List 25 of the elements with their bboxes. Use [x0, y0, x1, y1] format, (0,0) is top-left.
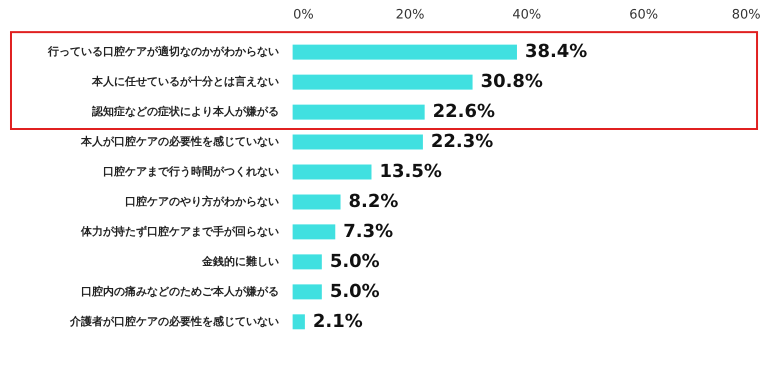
data-label: 2.1% — [312, 310, 363, 332]
x-tick-label: 60% — [629, 8, 658, 23]
y-tick-label: 口腔内の痛みなどのためご本人が嫌がる — [81, 284, 280, 298]
data-label: 5.0% — [330, 280, 380, 302]
y-tick-label: 金銭的に難しい — [201, 254, 280, 268]
y-tick-label: 口腔ケアのやり方がわからない — [125, 194, 280, 208]
y-tick-label: 口腔ケアまで行う時間がつくれない — [103, 165, 280, 178]
data-label: 13.5% — [379, 160, 442, 182]
x-tick-label: 20% — [396, 8, 424, 23]
data-label: 38.4% — [524, 41, 588, 62]
x-tick-label: 0% — [293, 8, 314, 23]
y-tick-label: 本人に任せているが十分とは言えない — [91, 75, 280, 88]
y-tick-label: 介護者が口腔ケアの必要性を感じていない — [69, 314, 280, 328]
y-tick-label: 認知症などの症状により本人が嫌がる — [91, 105, 280, 118]
x-tick-label: 40% — [512, 8, 542, 23]
data-label: 8.2% — [348, 190, 398, 212]
data-label: 7.3% — [343, 220, 394, 242]
y-tick-label: 本人が口腔ケアの必要性を感じていない — [80, 135, 280, 148]
y-tick-label: 行っている口腔ケアが適切なのかがわからない — [47, 45, 280, 58]
y-tick-label: 体力が持たず口腔ケアまで手が回らない — [80, 224, 280, 238]
data-label: 22.3% — [430, 131, 494, 152]
x-tick-label: 80% — [732, 8, 761, 23]
data-label: 5.0% — [330, 250, 380, 272]
data-label: 22.6% — [432, 101, 495, 122]
data-label: 30.8% — [480, 71, 543, 92]
